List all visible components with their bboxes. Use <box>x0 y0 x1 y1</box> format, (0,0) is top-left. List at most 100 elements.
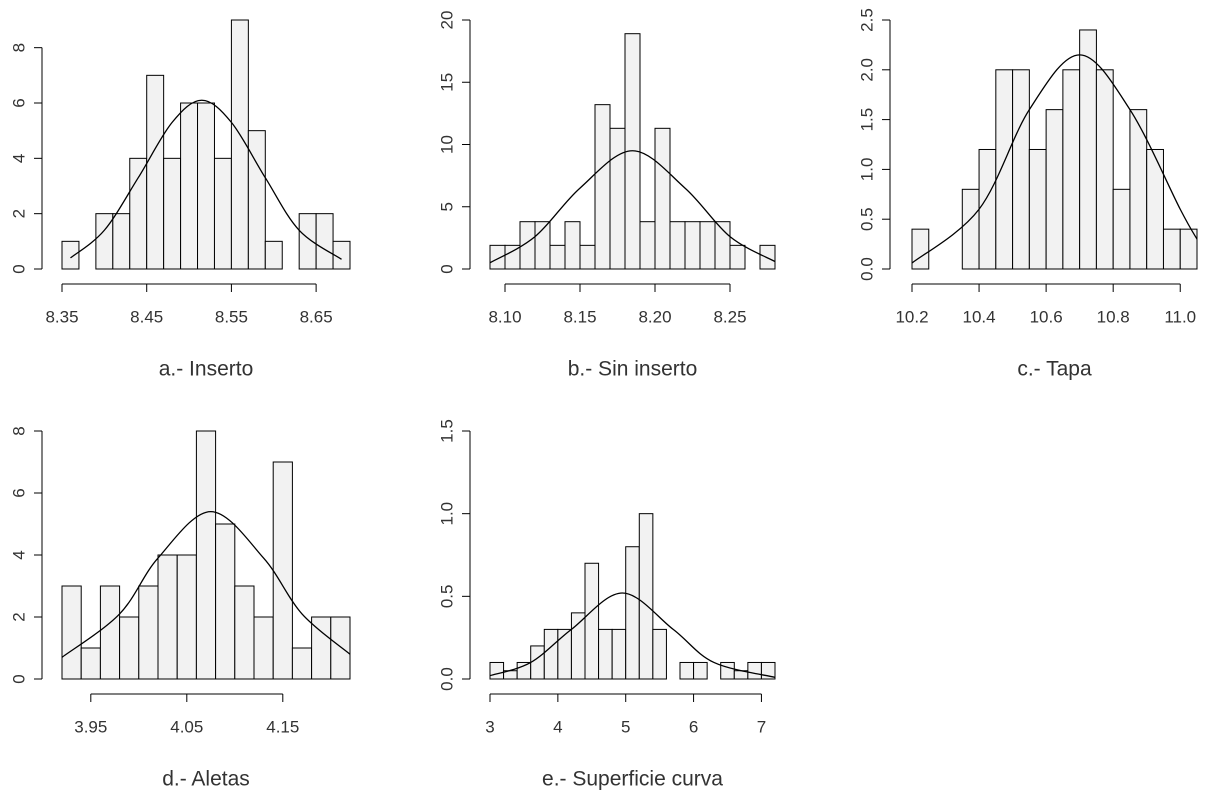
bar <box>594 104 611 270</box>
bar <box>584 562 600 680</box>
bar <box>489 661 505 680</box>
bar <box>609 127 626 270</box>
bar <box>197 102 215 270</box>
x-axis-label: e.- Superficie curva <box>542 768 723 791</box>
density-curve <box>489 150 776 264</box>
bar <box>247 130 266 270</box>
bar <box>747 661 762 680</box>
bar <box>961 188 980 270</box>
y-tick-label: 10 <box>437 135 456 154</box>
bar <box>195 430 217 680</box>
bar <box>530 645 545 680</box>
bar <box>693 661 708 680</box>
y-tick-label: 0 <box>9 264 28 273</box>
bar <box>1146 148 1164 270</box>
bar <box>995 69 1014 270</box>
bar <box>234 585 255 680</box>
y-tick-label: 2.5 <box>857 8 876 32</box>
y-tick-label: 1.0 <box>857 158 876 182</box>
bar <box>669 221 686 270</box>
bar <box>557 628 572 680</box>
bar <box>119 616 140 680</box>
y-tick-label: 8 <box>9 43 28 52</box>
x-tick-label: 8.45 <box>130 307 163 326</box>
x-tick-label: 10.2 <box>895 307 928 326</box>
bar <box>157 554 178 680</box>
x-tick-label: 8.25 <box>713 307 746 326</box>
y-tick-label: 1.5 <box>857 108 876 132</box>
bar <box>129 157 148 270</box>
x-tick-label: 10.8 <box>1097 307 1130 326</box>
bar <box>253 616 274 680</box>
y-tick-label: 2 <box>9 612 28 621</box>
bar <box>611 628 627 680</box>
bar <box>679 661 695 680</box>
bar <box>112 213 131 270</box>
bar <box>564 221 581 270</box>
bar <box>1129 109 1148 270</box>
y-tick-label: 0.0 <box>857 257 876 281</box>
y-tick-label: 0 <box>9 674 28 683</box>
bar <box>1028 148 1047 270</box>
bar <box>625 546 640 680</box>
y-tick-label: 0 <box>437 264 456 273</box>
y-tick-label: 8 <box>9 426 28 435</box>
bar <box>146 74 165 270</box>
bar <box>332 240 351 270</box>
x-tick-label: 4.15 <box>266 717 299 736</box>
y-tick-label: 1.5 <box>437 419 456 443</box>
x-tick-label: 7 <box>757 717 766 736</box>
bar <box>80 647 101 680</box>
bar <box>61 240 80 270</box>
bar <box>1162 228 1181 270</box>
density-curve <box>489 592 776 678</box>
bar <box>99 585 121 680</box>
x-tick-label: 5 <box>621 717 630 736</box>
bar <box>176 554 197 680</box>
y-tick-label: 20 <box>437 11 456 30</box>
y-tick-label: 15 <box>437 73 456 92</box>
bar <box>516 661 532 680</box>
bar <box>264 240 283 270</box>
x-tick-label: 3 <box>485 717 494 736</box>
density-curve <box>61 510 351 658</box>
x-tick-label: 10.6 <box>1030 307 1063 326</box>
y-tick-label: 0.5 <box>437 585 456 609</box>
bar <box>654 127 671 270</box>
x-axis-label: b.- Sin inserto <box>568 358 698 381</box>
y-tick-label: 6 <box>9 98 28 107</box>
bar <box>1045 109 1064 270</box>
bar <box>720 661 735 680</box>
bar <box>291 647 313 680</box>
density-curve <box>911 54 1198 264</box>
bar <box>298 213 317 270</box>
y-tick-label: 0.5 <box>857 207 876 231</box>
y-tick-label: 0.0 <box>437 667 456 691</box>
bar <box>180 102 199 270</box>
x-tick-label: 10.4 <box>963 307 996 326</box>
bar <box>1095 69 1114 270</box>
y-tick-label: 4 <box>9 550 28 559</box>
bar <box>489 244 506 270</box>
x-tick-label: 4.05 <box>170 717 203 736</box>
bar <box>1062 69 1081 270</box>
bar <box>213 157 232 270</box>
bar <box>1079 29 1097 270</box>
y-tick-label: 1.0 <box>437 502 456 526</box>
density-curve <box>70 99 342 260</box>
bar <box>1012 69 1030 270</box>
bar <box>315 213 334 270</box>
bar <box>911 228 930 270</box>
y-tick-label: 2.0 <box>857 58 876 82</box>
bar <box>215 523 236 680</box>
x-tick-label: 4 <box>553 717 562 736</box>
bar <box>639 221 656 270</box>
bar <box>163 157 182 270</box>
x-tick-label: 8.20 <box>638 307 671 326</box>
bar <box>699 221 716 270</box>
bar <box>579 244 596 270</box>
x-tick-label: 8.55 <box>215 307 248 326</box>
x-axis-label: a.- Inserto <box>159 358 254 381</box>
bar <box>543 628 559 680</box>
